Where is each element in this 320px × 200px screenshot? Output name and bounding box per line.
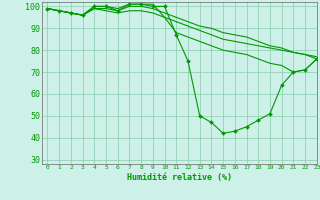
X-axis label: Humidité relative (%): Humidité relative (%) xyxy=(127,173,232,182)
